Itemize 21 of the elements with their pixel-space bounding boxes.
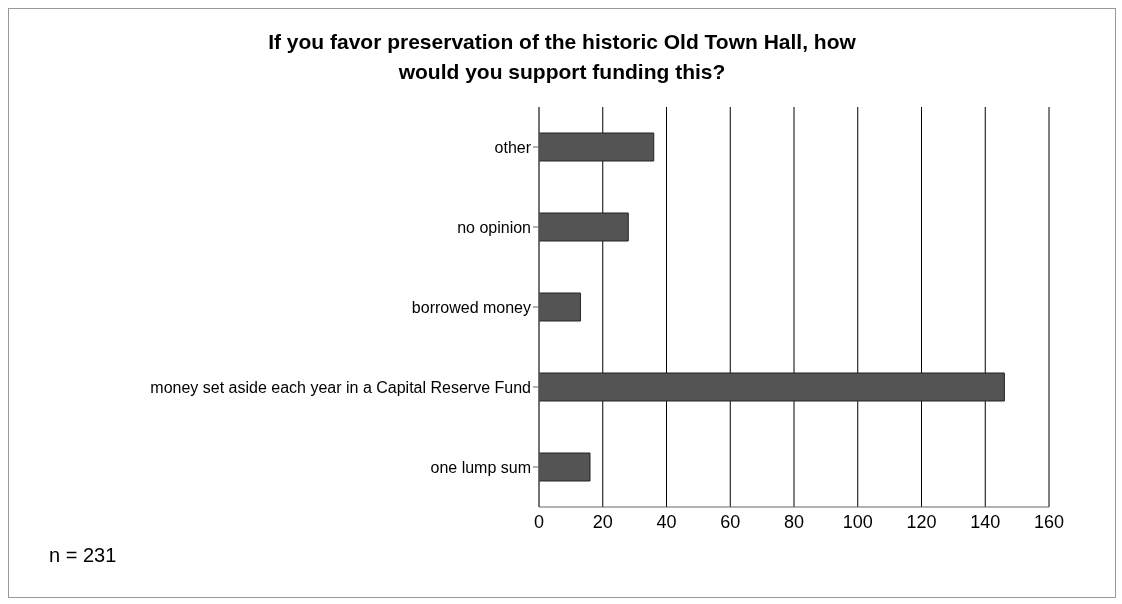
bar xyxy=(539,292,581,322)
x-tick-label: 0 xyxy=(533,511,545,532)
bar xyxy=(539,212,629,242)
x-tick-label: 140 xyxy=(970,511,1001,532)
x-tick-label: 120 xyxy=(906,511,937,532)
x-tick-label: 80 xyxy=(783,511,805,532)
chart-title: If you favor preservation of the historic Old Town Hall, how would you support funding this? xyxy=(267,29,857,85)
y-tick-label: one lump sum xyxy=(430,458,531,476)
x-tick-label: 100 xyxy=(842,511,873,532)
bar xyxy=(539,132,655,162)
y-tick-label: other xyxy=(494,138,532,156)
y-tick-label: money set aside each year in a Capital Reserve Fund xyxy=(150,378,531,396)
text: n = 231 xyxy=(49,544,117,567)
x-tick-label: 60 xyxy=(720,511,741,532)
y-tick-label: no opinion xyxy=(457,218,531,236)
x-tick-label: 40 xyxy=(656,511,677,532)
bar xyxy=(539,452,591,482)
x-tick-label: 20 xyxy=(592,511,613,532)
y-tick-label: borrowed money xyxy=(411,298,531,316)
x-tick-label: 160 xyxy=(1033,511,1065,532)
bar xyxy=(539,372,1005,402)
